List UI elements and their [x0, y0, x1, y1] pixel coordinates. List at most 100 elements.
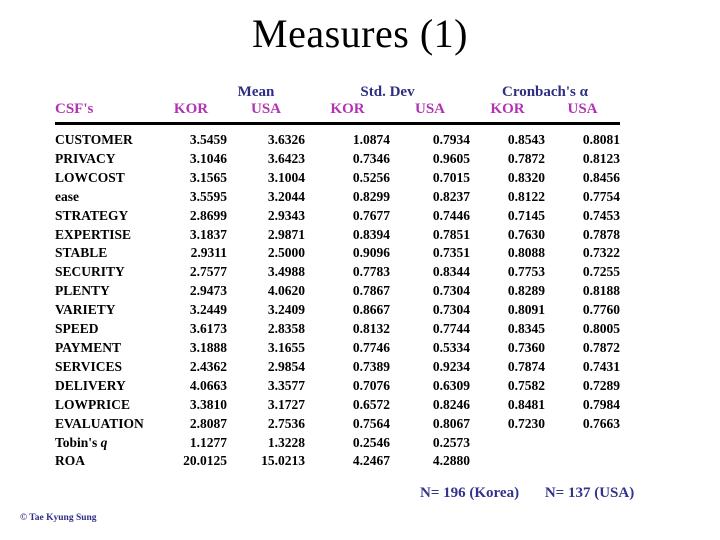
table-row: SERVICES 2.4362 2.9854 0.7389 0.9234 0.7874 0.… [55, 358, 620, 377]
cell-value: 3.3810 [189, 396, 227, 412]
cell-value: 0.7582 [507, 377, 545, 393]
cell-value: 0.2573 [432, 434, 470, 450]
cell-value: 3.1837 [189, 226, 227, 242]
table-row: SECURITY 2.7577 3.4988 0.7783 0.8344 0.7753 0.… [55, 263, 620, 282]
cell-value: 0.7867 [352, 283, 390, 299]
cell-value: 0.8394 [352, 226, 390, 242]
table-row: CUSTOMER 3.5459 3.6326 1.0874 0.7934 0.8543 0.… [55, 124, 620, 150]
cell-value: 0.8088 [507, 245, 545, 261]
cell-value: 0.2546 [352, 434, 390, 450]
cell-value: 0.7753 [507, 264, 545, 280]
cell-value: 3.6326 [267, 132, 305, 147]
row-label: LOWPRICE [55, 396, 131, 412]
table-row: SPEED 3.6173 2.8358 0.8132 0.7744 0.8345 0.800… [55, 320, 620, 339]
row-label: SERVICES [55, 358, 123, 374]
column-header-std-kor: KOR [305, 101, 390, 125]
copyright-note: © Tae Kyung Sung [20, 513, 97, 523]
cell-value: 0.5256 [352, 169, 390, 185]
cell-value: 0.7322 [582, 245, 620, 261]
cell-value: 0.8456 [582, 169, 620, 185]
cell-value: 0.8005 [582, 321, 620, 337]
cell-value: 3.5459 [189, 132, 227, 147]
table-row: DELIVERY 4.0663 3.3577 0.7076 0.6309 0.7582 0.… [55, 377, 620, 396]
row-label-variable: q [100, 434, 108, 450]
row-label: PLENTY [55, 283, 110, 299]
cell-value: 1.1277 [189, 434, 227, 450]
cell-value [470, 452, 545, 471]
cell-value: 0.7783 [352, 264, 390, 280]
cell-value: 3.6423 [267, 150, 305, 166]
cell-value: 0.8091 [507, 302, 545, 318]
row-label: CUSTOMER [55, 132, 133, 147]
sample-size-note: N= 196 (Korea) N= 137 (USA) [420, 485, 634, 502]
cell-value: 1.0874 [352, 132, 390, 147]
group-header-stddev: Std. Dev [360, 84, 415, 100]
cell-value: 3.6173 [189, 321, 227, 337]
table-row: Tobin's q 1.1277 1.3228 0.2546 0.2573 [55, 434, 620, 453]
cell-value: 0.7872 [582, 339, 620, 355]
cell-value: 0.7746 [352, 339, 390, 355]
table-row: ease 3.5595 3.2044 0.8299 0.8237 0.8122 0.7754 [55, 188, 620, 207]
cell-value: 0.7744 [432, 321, 470, 337]
cell-value: 0.7934 [432, 132, 470, 147]
cell-value: 2.8087 [189, 415, 227, 431]
cell-value: 2.9311 [190, 245, 227, 261]
group-header-spacer [55, 84, 155, 101]
cell-value: 0.6572 [352, 396, 390, 412]
cell-value: 0.7453 [582, 207, 620, 223]
cell-value: 2.5000 [267, 245, 305, 261]
row-label: STABLE [55, 245, 108, 261]
column-header-cron-kor: KOR [470, 101, 545, 125]
cell-value: 0.7754 [582, 188, 620, 204]
cell-value: 2.4362 [189, 358, 227, 374]
column-header-cron-usa: USA [545, 101, 620, 125]
row-label: SPEED [55, 321, 99, 337]
row-label: ROA [55, 453, 85, 469]
cell-value: 0.7304 [432, 302, 470, 318]
cell-value: 0.8123 [582, 150, 620, 166]
cell-value: 3.2449 [189, 302, 227, 318]
cell-value: 0.7015 [432, 169, 470, 185]
column-header-mean-usa: USA [227, 101, 305, 125]
cell-value: 0.7360 [507, 339, 545, 355]
table-row: PLENTY 2.9473 4.0620 0.7867 0.7304 0.8289 0.81… [55, 282, 620, 301]
cell-value: 4.0663 [189, 377, 227, 393]
cell-value: 3.5595 [189, 188, 227, 204]
sub-header-row: CSF's KOR USA KOR USA KOR USA [55, 101, 620, 125]
cell-value [545, 452, 620, 471]
group-header-mean: Mean [237, 84, 275, 100]
cell-value: 3.1655 [267, 339, 305, 355]
cell-value: 0.9096 [352, 245, 390, 261]
cell-value: 0.7984 [582, 396, 620, 412]
cell-value: 0.7872 [507, 150, 545, 166]
cell-value: 0.8344 [432, 264, 470, 280]
cell-value: 0.8067 [432, 415, 470, 431]
cell-value: 3.1888 [189, 339, 227, 355]
cell-value: 0.8667 [352, 302, 390, 318]
row-label: ease [55, 188, 79, 204]
row-label: EXPERTISE [55, 226, 132, 242]
row-label: VARIETY [55, 302, 116, 318]
table-row: ROA 20.0125 15.0213 4.2467 4.2880 [55, 452, 620, 471]
cell-value: 0.7851 [432, 226, 470, 242]
measures-table: Mean Std. Dev Cronbach's α CSF's KOR USA… [55, 84, 620, 471]
cell-value: 0.7874 [507, 358, 545, 374]
cell-value: 0.7878 [582, 226, 620, 242]
cell-value: 4.2880 [432, 453, 470, 469]
table-row: VARIETY 3.2449 3.2409 0.8667 0.7304 0.8091 0.7… [55, 301, 620, 320]
cell-value: 0.7663 [582, 415, 620, 431]
cell-value: 2.7577 [189, 264, 227, 280]
cell-value: 0.7304 [432, 283, 470, 299]
cell-value: 2.8358 [267, 321, 305, 337]
slide-title: Measures (1) [252, 11, 468, 56]
cell-value: 1.3228 [267, 434, 305, 450]
table-row: STRATEGY 2.8699 2.9343 0.7677 0.7446 0.7145 0.… [55, 207, 620, 226]
cell-value: 0.7351 [432, 245, 470, 261]
row-label: PAYMENT [55, 339, 122, 355]
cell-value: 0.7431 [582, 358, 620, 374]
cell-value: 0.7076 [352, 377, 390, 393]
table-row: LOWCOST 3.1565 3.1004 0.5256 0.7015 0.8320 0.8… [55, 169, 620, 188]
group-header-row: Mean Std. Dev Cronbach's α [55, 84, 620, 101]
sample-size-usa: N= 137 (USA) [544, 485, 635, 501]
cell-value: 2.9871 [267, 226, 305, 242]
